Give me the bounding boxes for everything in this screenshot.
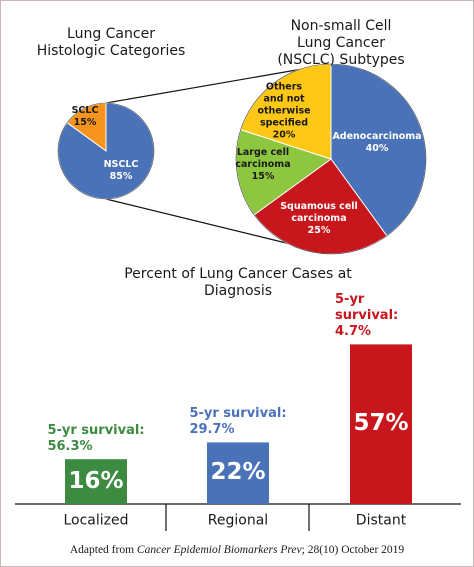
survival-label: 5-yr survival: — [47, 423, 145, 438]
slice-category: Adenocarcinoma — [332, 131, 422, 143]
x-tick-label: Regional — [207, 512, 269, 529]
bar — [350, 344, 412, 504]
slice-value-label: 85% — [109, 171, 133, 182]
slice-category: Others and not otherwise specified — [257, 81, 311, 128]
pie-outline — [235, 63, 427, 255]
slice-category: SCLC — [71, 105, 99, 117]
bar-value-label: 22% — [210, 459, 266, 486]
bar-value-label: 57% — [353, 410, 409, 437]
slice-label: Others and not otherwise specified 20% — [257, 81, 310, 140]
survival-annotation: 5-yr survival: 56.3% — [47, 423, 144, 454]
source-prefix: Adapted from — [69, 544, 135, 556]
x-tick-label: Localized — [63, 512, 129, 529]
survival-annotation: 5-yr survival: 4.7% — [335, 293, 427, 340]
source-journal: Cancer Epidemiol Biomarkers Prev — [136, 544, 302, 556]
survival-label: 5-yr survival: — [189, 406, 287, 422]
slice-category: Squamous cell carcinoma — [280, 201, 358, 225]
slice-label: Adenocarcinoma 40% — [332, 131, 421, 155]
chart-title: Non-small Cell Lung Cancer (NSCLC) Subty… — [277, 17, 405, 68]
chart-title: Lung Cancer Histologic Categories — [36, 26, 186, 59]
slice-label: NSCLC 85% — [104, 159, 139, 183]
survival-value: 4.7% — [335, 323, 372, 339]
slice-value-label: 25% — [307, 224, 331, 236]
connector-line — [105, 63, 332, 104]
source-note: Adapted from Cancer Epidemiol Biomarkers… — [1, 544, 473, 556]
source-citation: ; 28(10) October 2019 — [301, 544, 405, 556]
slice-value-label: 15% — [73, 117, 97, 128]
slice-value-label: 40% — [365, 143, 389, 154]
bar — [65, 459, 127, 504]
chart-title: Percent of Lung Cancer Cases at Diagnosi… — [124, 266, 352, 299]
slice-label: Squamous cell carcinoma 25% — [280, 201, 358, 237]
bar — [207, 442, 269, 504]
slice-category: Large cell carcinoma — [235, 147, 291, 171]
slice-value-label: 20% — [272, 128, 296, 140]
slice-value-label: 15% — [251, 170, 275, 182]
pie-outline — [57, 102, 155, 200]
survival-value: 29.7% — [189, 421, 235, 437]
survival-value: 56.3% — [47, 438, 93, 454]
survival-label: 5-yr survival: — [335, 292, 399, 324]
survival-annotation: 5-yr survival: 29.7% — [189, 406, 286, 437]
x-tick-label: Distant — [355, 512, 407, 529]
bar-value-label: 16% — [68, 467, 124, 494]
slice-label: SCLC 15% — [72, 105, 99, 129]
slice-label: Large cell carcinoma 15% — [235, 147, 290, 183]
slice-category: NSCLC — [103, 159, 139, 171]
